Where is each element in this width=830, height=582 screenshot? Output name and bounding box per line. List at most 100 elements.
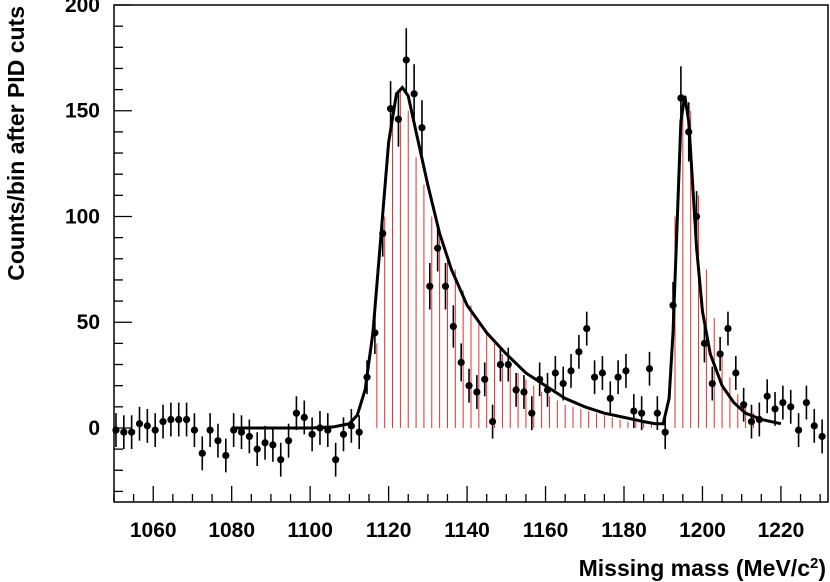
data-point [379,229,387,238]
data-point [661,428,669,436]
plot-frame [113,4,829,503]
x-tick-label: 1060 [130,519,177,542]
x-tick-label: 1120 [366,519,412,542]
data-point [135,420,144,428]
data-point [504,360,512,369]
x-axis-label-close: ) [818,555,826,581]
data-point [677,94,685,102]
data-point [261,439,269,447]
data-points [112,56,826,464]
data-point [716,350,724,358]
y-tick-label: 150 [65,100,100,123]
data-point [488,418,497,426]
data-point [685,128,693,136]
x-tick-label: 1080 [208,519,255,542]
data-point [222,451,230,460]
data-point [771,405,779,413]
data-point [167,415,175,424]
data-point [622,367,630,375]
data-point [292,409,301,417]
data-point [143,422,151,430]
data-point [182,415,191,424]
data-point [151,426,159,434]
data-point [441,282,450,290]
data-point [308,430,316,438]
x-tick-label: 1140 [444,519,490,542]
x-axis-ticks: 1060 1080 1100 1120 1140 1160 1180 1200 1220 [113,486,821,542]
data-point [277,456,285,464]
x-axis-label: Missing mass (MeV/c2) [579,555,826,582]
data-point [128,428,136,436]
data-point [708,379,716,388]
data-point [536,375,544,383]
data-point [692,212,701,221]
data-point [747,418,756,426]
data-point [481,375,489,383]
data-point [794,426,803,434]
data-point [418,124,426,132]
data-point [810,422,818,430]
data-point [740,401,748,409]
data-point [779,399,787,407]
data-point [237,428,246,436]
data-point [520,388,528,396]
data-point [457,358,465,367]
data-point [402,56,410,64]
data-point [575,348,583,356]
data-point [630,407,638,415]
data-point [363,373,371,381]
data-point [284,437,293,445]
data-point [763,392,771,400]
data-point [653,409,661,417]
x-tick-label: 1180 [601,519,647,542]
data-point [253,445,261,453]
data-point [496,360,505,369]
data-point [787,403,795,411]
data-point [175,415,183,424]
data-point [332,456,340,464]
data-point [818,432,826,441]
y-tick-label: 200 [65,0,100,17]
data-point [159,418,167,426]
data-point [371,329,379,337]
data-point [559,379,567,388]
data-point [645,365,654,373]
data-point [528,409,536,417]
data-point [669,301,677,309]
data-point [410,90,418,98]
data-point [802,399,811,407]
data-point [394,115,403,123]
x-tick-label: 1200 [679,519,726,542]
data-point [449,322,457,331]
y-axis-ticks: 0 50 100 150 200 [65,0,132,493]
data-point [551,369,559,377]
data-point [590,373,599,381]
data-point [614,373,622,381]
data-point [386,105,395,113]
error-bars [115,28,823,477]
data-point [638,409,646,417]
x-axis-label-sup: 2 [810,555,818,572]
y-tick-label: 50 [77,311,100,334]
data-point [339,430,348,438]
data-point [583,324,591,333]
fit-curve [231,85,782,430]
y-tick-label: 100 [65,205,100,228]
y-tick-label: 0 [88,417,100,440]
data-point [214,437,222,445]
data-point [700,339,709,347]
data-point [300,413,308,422]
x-tick-label: 1220 [758,519,805,542]
data-point [347,422,355,430]
data-point [732,369,740,377]
data-point [269,441,277,449]
x-tick-label: 1100 [287,519,333,542]
data-point [190,426,199,434]
data-point [324,426,332,434]
x-tick-label: 1160 [523,519,569,542]
data-point [198,449,206,457]
data-point [355,428,363,436]
data-point [473,388,481,396]
data-point [434,244,442,252]
data-point [206,426,214,434]
